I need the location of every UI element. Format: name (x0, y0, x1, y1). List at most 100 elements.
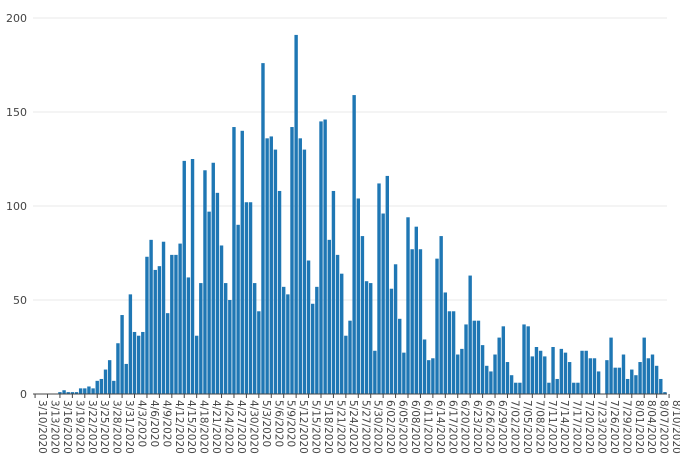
bar-136 (596, 371, 601, 394)
bar-44 (215, 192, 220, 394)
bar-20 (116, 343, 120, 394)
x-tick-label: 7/29/2020 (620, 400, 632, 454)
bar-73 (335, 254, 340, 394)
bar-18 (107, 360, 112, 394)
bar-41 (203, 170, 207, 394)
x-tick-label: 6/14/2020 (434, 400, 446, 454)
bar-38 (190, 159, 195, 394)
bar-92 (414, 226, 418, 394)
bar-98 (439, 236, 443, 394)
x-tick-24: 5/21/2020 (332, 394, 346, 454)
x-tick-label: 7/11/2020 (546, 400, 558, 454)
bar-125 (551, 347, 555, 394)
x-tick-20: 5/9/2020 (283, 394, 297, 447)
x-tick-10: 4/9/2020 (158, 394, 172, 447)
bar-46 (223, 283, 228, 394)
x-tick-28: 6/02/2020 (382, 394, 396, 454)
x-tick-label: 8/04/2020 (645, 400, 657, 454)
bar-10 (74, 392, 79, 394)
bar-75 (344, 335, 348, 394)
bar-64 (298, 138, 302, 394)
bar-7 (62, 390, 66, 394)
x-tick-15: 4/24/2020 (221, 394, 235, 454)
bar-149 (650, 354, 655, 394)
y-tick-50: 50 (13, 294, 27, 307)
bar-93 (418, 249, 423, 394)
bar-121 (534, 347, 539, 394)
y-tick-label: 200 (6, 12, 27, 25)
bar-40 (199, 283, 203, 394)
bar-111 (493, 354, 497, 394)
bar-33 (170, 254, 174, 394)
x-tick-49: 8/04/2020 (643, 394, 657, 454)
bar-119 (526, 326, 530, 394)
x-tick-1: 3/13/2020 (47, 394, 61, 454)
x-tick-43: 7/17/2020 (569, 394, 583, 454)
bar-8 (66, 392, 70, 394)
bar-13 (87, 386, 91, 394)
bar-71 (327, 239, 331, 394)
x-tick-label: 5/21/2020 (334, 400, 346, 454)
x-tick-label: 6/20/2020 (459, 400, 471, 454)
bar-22 (124, 363, 128, 394)
bar-148 (646, 358, 651, 394)
x-tick-51: 8/10/2020 (668, 394, 680, 454)
bar-56 (265, 138, 269, 394)
bar-25 (136, 335, 141, 394)
bar-27 (145, 256, 149, 394)
bar-115 (509, 375, 514, 394)
x-tick-48: 8/01/2020 (631, 394, 645, 454)
x-tick-31: 6/11/2020 (419, 394, 433, 454)
x-tick-27: 5/30/2020 (370, 394, 384, 454)
bars (58, 34, 667, 395)
bar-70 (323, 119, 327, 395)
bar-127 (559, 348, 564, 394)
y-tick-150: 150 (6, 106, 27, 119)
x-tick-label: 3/13/2020 (49, 400, 61, 454)
x-tick-label: 7/23/2020 (595, 400, 607, 454)
bar-129 (567, 362, 572, 394)
x-tick-50: 8/07/2020 (656, 394, 670, 454)
bar-130 (572, 382, 576, 394)
x-tick-label: 6/02/2020 (384, 400, 396, 454)
bar-68 (315, 286, 319, 394)
bar-11 (78, 388, 83, 394)
x-tick-41: 7/11/2020 (544, 394, 558, 454)
bar-117 (518, 382, 522, 394)
bar-50 (240, 130, 244, 395)
bar-66 (306, 260, 311, 394)
bar-141 (617, 367, 622, 394)
bar-151 (659, 378, 663, 394)
x-tick-label: 3/19/2020 (73, 400, 85, 454)
x-tick-22: 5/15/2020 (308, 394, 322, 454)
bar-81 (369, 283, 373, 394)
x-tick-label: 6/05/2020 (397, 400, 409, 454)
bar-32 (165, 313, 170, 394)
bar-142 (621, 354, 626, 394)
bar-72 (331, 190, 336, 394)
x-tick-label: 5/15/2020 (310, 400, 322, 454)
bar-62 (290, 127, 294, 394)
bar-59 (277, 190, 282, 394)
x-tick-label: 4/18/2020 (198, 400, 210, 454)
bar-87 (393, 264, 398, 394)
bar-67 (311, 303, 315, 394)
bar-69 (319, 121, 323, 395)
bar-34 (174, 254, 178, 394)
bar-123 (543, 356, 547, 394)
x-tick-label: 3/16/2020 (61, 400, 73, 454)
bar-107 (476, 320, 481, 394)
x-tick-33: 6/17/2020 (444, 394, 458, 454)
x-tick-11: 4/12/2020 (171, 394, 185, 454)
bar-83 (377, 183, 381, 394)
x-tick-label: 7/20/2020 (583, 400, 595, 454)
bar-113 (501, 326, 506, 394)
bar-60 (282, 286, 286, 394)
bar-52 (248, 202, 253, 394)
bar-128 (563, 352, 568, 394)
bar-112 (497, 337, 501, 394)
bar-16 (99, 378, 104, 394)
bar-86 (389, 288, 394, 394)
bar-105 (468, 275, 472, 394)
